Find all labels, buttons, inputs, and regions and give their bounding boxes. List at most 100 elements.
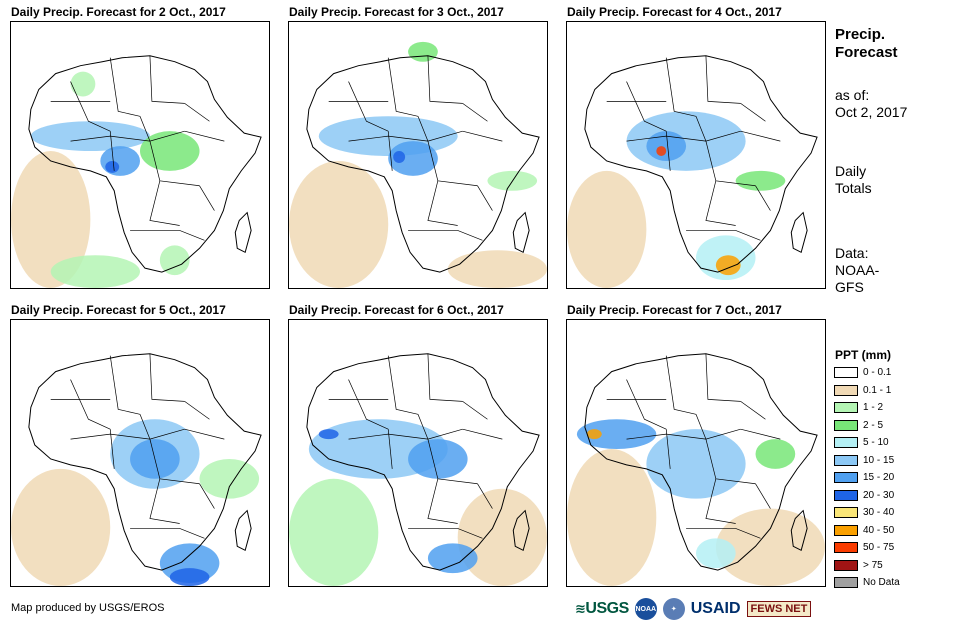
- country-border: [755, 185, 771, 211]
- legend-label: 50 - 75: [863, 542, 895, 553]
- precip-patch: [105, 160, 120, 173]
- precip-patch: [289, 160, 389, 288]
- precip-patch: [159, 245, 190, 276]
- country-border: [387, 429, 393, 469]
- country-border: [184, 401, 210, 420]
- legend-swatch: [834, 524, 858, 536]
- usda-seal-logo: ✦: [662, 598, 685, 620]
- legend-item: 20 - 30: [834, 489, 894, 502]
- country-border: [149, 55, 185, 104]
- africa-coastline: [584, 353, 818, 571]
- panel-title-oct6: Daily Precip. Forecast for 6 Oct., 2017: [289, 303, 504, 317]
- precip-patch: [755, 439, 796, 469]
- africa-map: [289, 41, 547, 288]
- legend-item: 30 - 40: [834, 506, 894, 519]
- country-border: [387, 355, 419, 415]
- country-border: [626, 130, 741, 142]
- side-title-line1: Precip.: [835, 26, 886, 43]
- map-oct3: [288, 21, 548, 289]
- country-border: [184, 103, 210, 122]
- legend-label: No Data: [863, 577, 900, 588]
- country-border: [626, 81, 667, 132]
- legend-swatch: [834, 419, 858, 431]
- legend-label: 30 - 40: [863, 507, 895, 518]
- panel-title-oct7: Daily Precip. Forecast for 7 Oct., 2017: [567, 303, 782, 317]
- madagascar-coastline: [790, 211, 808, 253]
- map-oct5: [10, 319, 270, 587]
- precip-patch: [100, 146, 140, 176]
- madagascar-coastline: [512, 211, 530, 253]
- data-source-line2: NOAA-: [835, 262, 880, 278]
- legend-item: 1 - 2: [834, 401, 883, 414]
- legend-swatch: [834, 489, 858, 501]
- legend-item: > 75: [834, 559, 883, 572]
- country-border: [626, 379, 667, 430]
- country-border: [184, 428, 225, 440]
- country-border: [408, 230, 483, 241]
- country-border: [740, 401, 766, 420]
- country-border: [109, 57, 141, 117]
- madagascar-coastline: [234, 211, 252, 253]
- country-border: [387, 131, 393, 171]
- legend-label: > 75: [863, 559, 883, 571]
- africa-map: [567, 353, 825, 586]
- country-border: [665, 131, 671, 171]
- precip-patch: [715, 508, 825, 586]
- country-border: [184, 130, 225, 142]
- country-border: [348, 81, 389, 132]
- precip-patch: [457, 488, 547, 586]
- country-border: [408, 528, 483, 539]
- legend-title: PPT (mm): [835, 348, 892, 362]
- legend-label: 0.1 - 1: [863, 384, 892, 396]
- country-border: [462, 428, 503, 440]
- panel-title-oct2: Daily Precip. Forecast for 2 Oct., 2017: [11, 5, 226, 19]
- country-border: [70, 130, 185, 142]
- precip-patch: [696, 538, 736, 569]
- country-border: [665, 429, 671, 469]
- africa-coastline: [306, 55, 540, 273]
- country-border: [130, 528, 205, 539]
- panel-title-oct5: Daily Precip. Forecast for 5 Oct., 2017: [11, 303, 226, 317]
- precip-patch: [567, 449, 657, 586]
- country-border: [695, 414, 707, 440]
- madagascar-coastline: [512, 509, 530, 551]
- country-border: [695, 116, 707, 142]
- country-border: [199, 483, 215, 509]
- country-border: [462, 103, 488, 122]
- country-border: [149, 478, 180, 524]
- precip-patch: [656, 146, 667, 156]
- country-border: [740, 103, 766, 122]
- country-border: [477, 483, 493, 509]
- country-border: [109, 429, 115, 469]
- precip-patch: [11, 468, 111, 586]
- precip-patch: [735, 170, 786, 191]
- data-source-line3: GFS: [835, 279, 864, 295]
- africa-map: [11, 55, 262, 288]
- legend-swatch: [834, 577, 858, 588]
- legend-label: 1 - 2: [863, 402, 884, 413]
- type-line2: Totals: [835, 180, 872, 196]
- precip-patch: [11, 151, 91, 288]
- legend-swatch: [834, 402, 858, 413]
- country-border: [755, 483, 771, 509]
- precip-patch: [427, 543, 478, 574]
- madagascar-coastline: [790, 509, 808, 551]
- legend-swatch: [834, 437, 858, 448]
- country-border: [139, 414, 151, 440]
- legend-label: 0 - 0.1: [863, 367, 892, 378]
- africa-coastline: [584, 55, 818, 273]
- country-border: [740, 130, 781, 142]
- africa-map: [289, 353, 547, 586]
- map-oct4: [566, 21, 826, 289]
- country-border: [427, 478, 458, 524]
- africa-coastline: [28, 353, 262, 571]
- precip-patch: [70, 71, 96, 97]
- country-border: [70, 379, 111, 430]
- logo-bar: ≋USGS NOAA ✦ USAID FEWS NET: [575, 594, 812, 624]
- country-border: [139, 116, 151, 142]
- country-border: [705, 353, 741, 402]
- legend-item: 50 - 75: [834, 541, 894, 554]
- precip-patch: [408, 439, 468, 479]
- legend-label: 15 - 20: [863, 472, 895, 483]
- africa-map: [567, 55, 818, 288]
